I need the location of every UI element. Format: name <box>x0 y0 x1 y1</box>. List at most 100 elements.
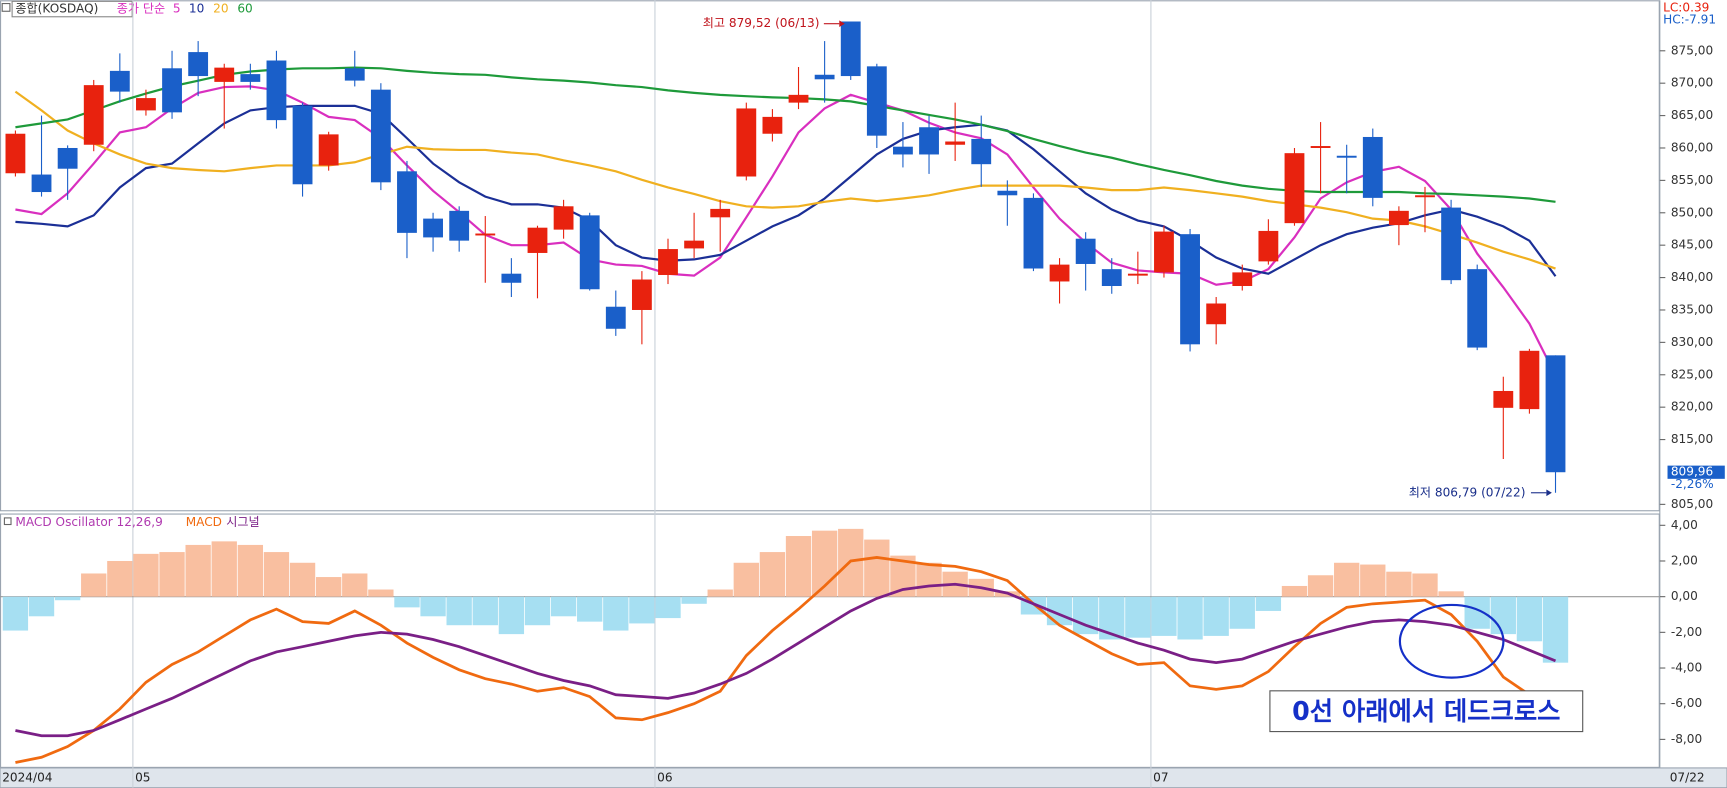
candle-body <box>162 68 182 113</box>
y-tick-label: -8,00 <box>1671 732 1702 746</box>
histogram-bar <box>1516 596 1543 642</box>
candle-body <box>1545 355 1566 473</box>
y-tick-label: 0,00 <box>1671 589 1698 603</box>
candle-body <box>214 67 235 82</box>
histogram-bar <box>211 541 237 597</box>
annotation-arrowhead <box>839 20 845 28</box>
candle-body <box>240 74 261 82</box>
candle-body <box>1310 146 1331 148</box>
y-tick-label: 830,00 <box>1671 335 1713 349</box>
histogram-bar <box>289 562 316 597</box>
candle-body <box>292 105 313 185</box>
x-tick-label: 06 <box>657 770 672 784</box>
histogram-bar <box>733 562 759 597</box>
histogram-bar <box>759 552 786 597</box>
candle-body <box>318 134 339 166</box>
legend-entry: 시그널 <box>226 515 259 529</box>
histogram-bar <box>2 596 29 631</box>
y-tick-label: 870,00 <box>1671 76 1713 90</box>
candle-body <box>1075 238 1096 264</box>
histogram-bar <box>1334 562 1360 597</box>
candle-body <box>684 240 705 249</box>
candle-body <box>83 85 104 145</box>
last-price-box <box>1667 465 1725 479</box>
histogram-bar <box>237 544 264 597</box>
histogram-bar <box>263 552 290 597</box>
histogram-bar <box>446 596 472 626</box>
annotation: 최저 806,79 (07/22) <box>1409 485 1526 499</box>
candle-body <box>527 227 548 253</box>
histogram-bar <box>524 596 551 626</box>
y-tick-label: -4,00 <box>1671 661 1702 675</box>
candle-body <box>501 273 522 283</box>
candle-body <box>475 233 496 236</box>
candle-body <box>1362 136 1383 198</box>
histogram-bar <box>368 589 394 597</box>
histogram-bar <box>81 573 107 597</box>
candle-body <box>1388 210 1409 226</box>
legend-entry: 20 <box>213 2 228 16</box>
candle-body <box>971 138 992 165</box>
candle-body <box>5 133 26 174</box>
candle-body <box>266 60 287 121</box>
histogram-bar <box>629 596 655 624</box>
histogram-bar <box>1151 596 1177 636</box>
candle-body <box>893 146 913 155</box>
candle-body <box>1519 350 1540 410</box>
histogram-bar <box>550 596 577 617</box>
y-tick-label: 4,00 <box>1671 518 1698 532</box>
candle-body <box>1180 234 1200 345</box>
candle-body <box>1467 269 1488 348</box>
histogram-bar <box>472 596 498 626</box>
histogram-bar <box>498 596 525 635</box>
change: -2,26% <box>1671 477 1714 491</box>
legend-entry: MACD <box>186 515 222 529</box>
candle-body <box>1493 390 1514 408</box>
annotation: 최고 879,52 (06/13) <box>703 16 820 30</box>
candle-body <box>423 218 443 238</box>
histogram-bar <box>864 539 890 597</box>
indicator: HC:-7.91 <box>1663 13 1716 27</box>
candle-body <box>1441 207 1462 281</box>
y-tick-label: 825,00 <box>1671 367 1713 381</box>
candle-body <box>945 141 966 145</box>
candle-body <box>1049 264 1070 282</box>
x-axis-strip <box>0 767 1727 788</box>
legend-entry: 10 <box>189 2 204 16</box>
y-tick-label: 805,00 <box>1671 497 1713 511</box>
candle-body <box>840 21 861 77</box>
x-tick-label: 07 <box>1153 770 1168 784</box>
histogram-bar <box>1386 571 1412 597</box>
x-tick-label: 05 <box>135 770 150 784</box>
candle-body <box>710 208 731 218</box>
candle-body <box>1284 153 1305 224</box>
histogram-bar <box>1464 596 1490 629</box>
candle-body <box>1415 195 1435 198</box>
histogram-bar <box>785 536 812 597</box>
histogram-bar <box>28 596 55 617</box>
candle-body <box>1336 155 1357 158</box>
candle-body <box>788 94 809 103</box>
histogram-bar <box>1412 573 1438 597</box>
histogram-bar <box>394 596 420 608</box>
histogram-bar <box>159 552 185 597</box>
y-tick-label: 875,00 <box>1671 43 1713 57</box>
candle-body <box>1101 269 1122 287</box>
legend-icon <box>3 517 12 526</box>
annotation-arrowhead <box>1546 489 1552 497</box>
candle-body <box>866 66 887 136</box>
candle-body <box>736 108 757 177</box>
histogram-bar <box>1203 596 1229 636</box>
highlight-ellipse <box>1398 603 1505 679</box>
candle-body <box>919 127 939 155</box>
candle-body <box>631 279 652 310</box>
legend-icon <box>1 3 11 12</box>
annotation-box <box>1269 690 1584 733</box>
candle-body <box>109 70 130 92</box>
annotation: 0선 아래에서 데드크로스 <box>1292 696 1560 726</box>
histogram-bar <box>185 544 211 597</box>
y-tick-label: 850,00 <box>1671 205 1713 219</box>
candle-body <box>997 190 1018 196</box>
histogram-bar <box>655 596 681 619</box>
